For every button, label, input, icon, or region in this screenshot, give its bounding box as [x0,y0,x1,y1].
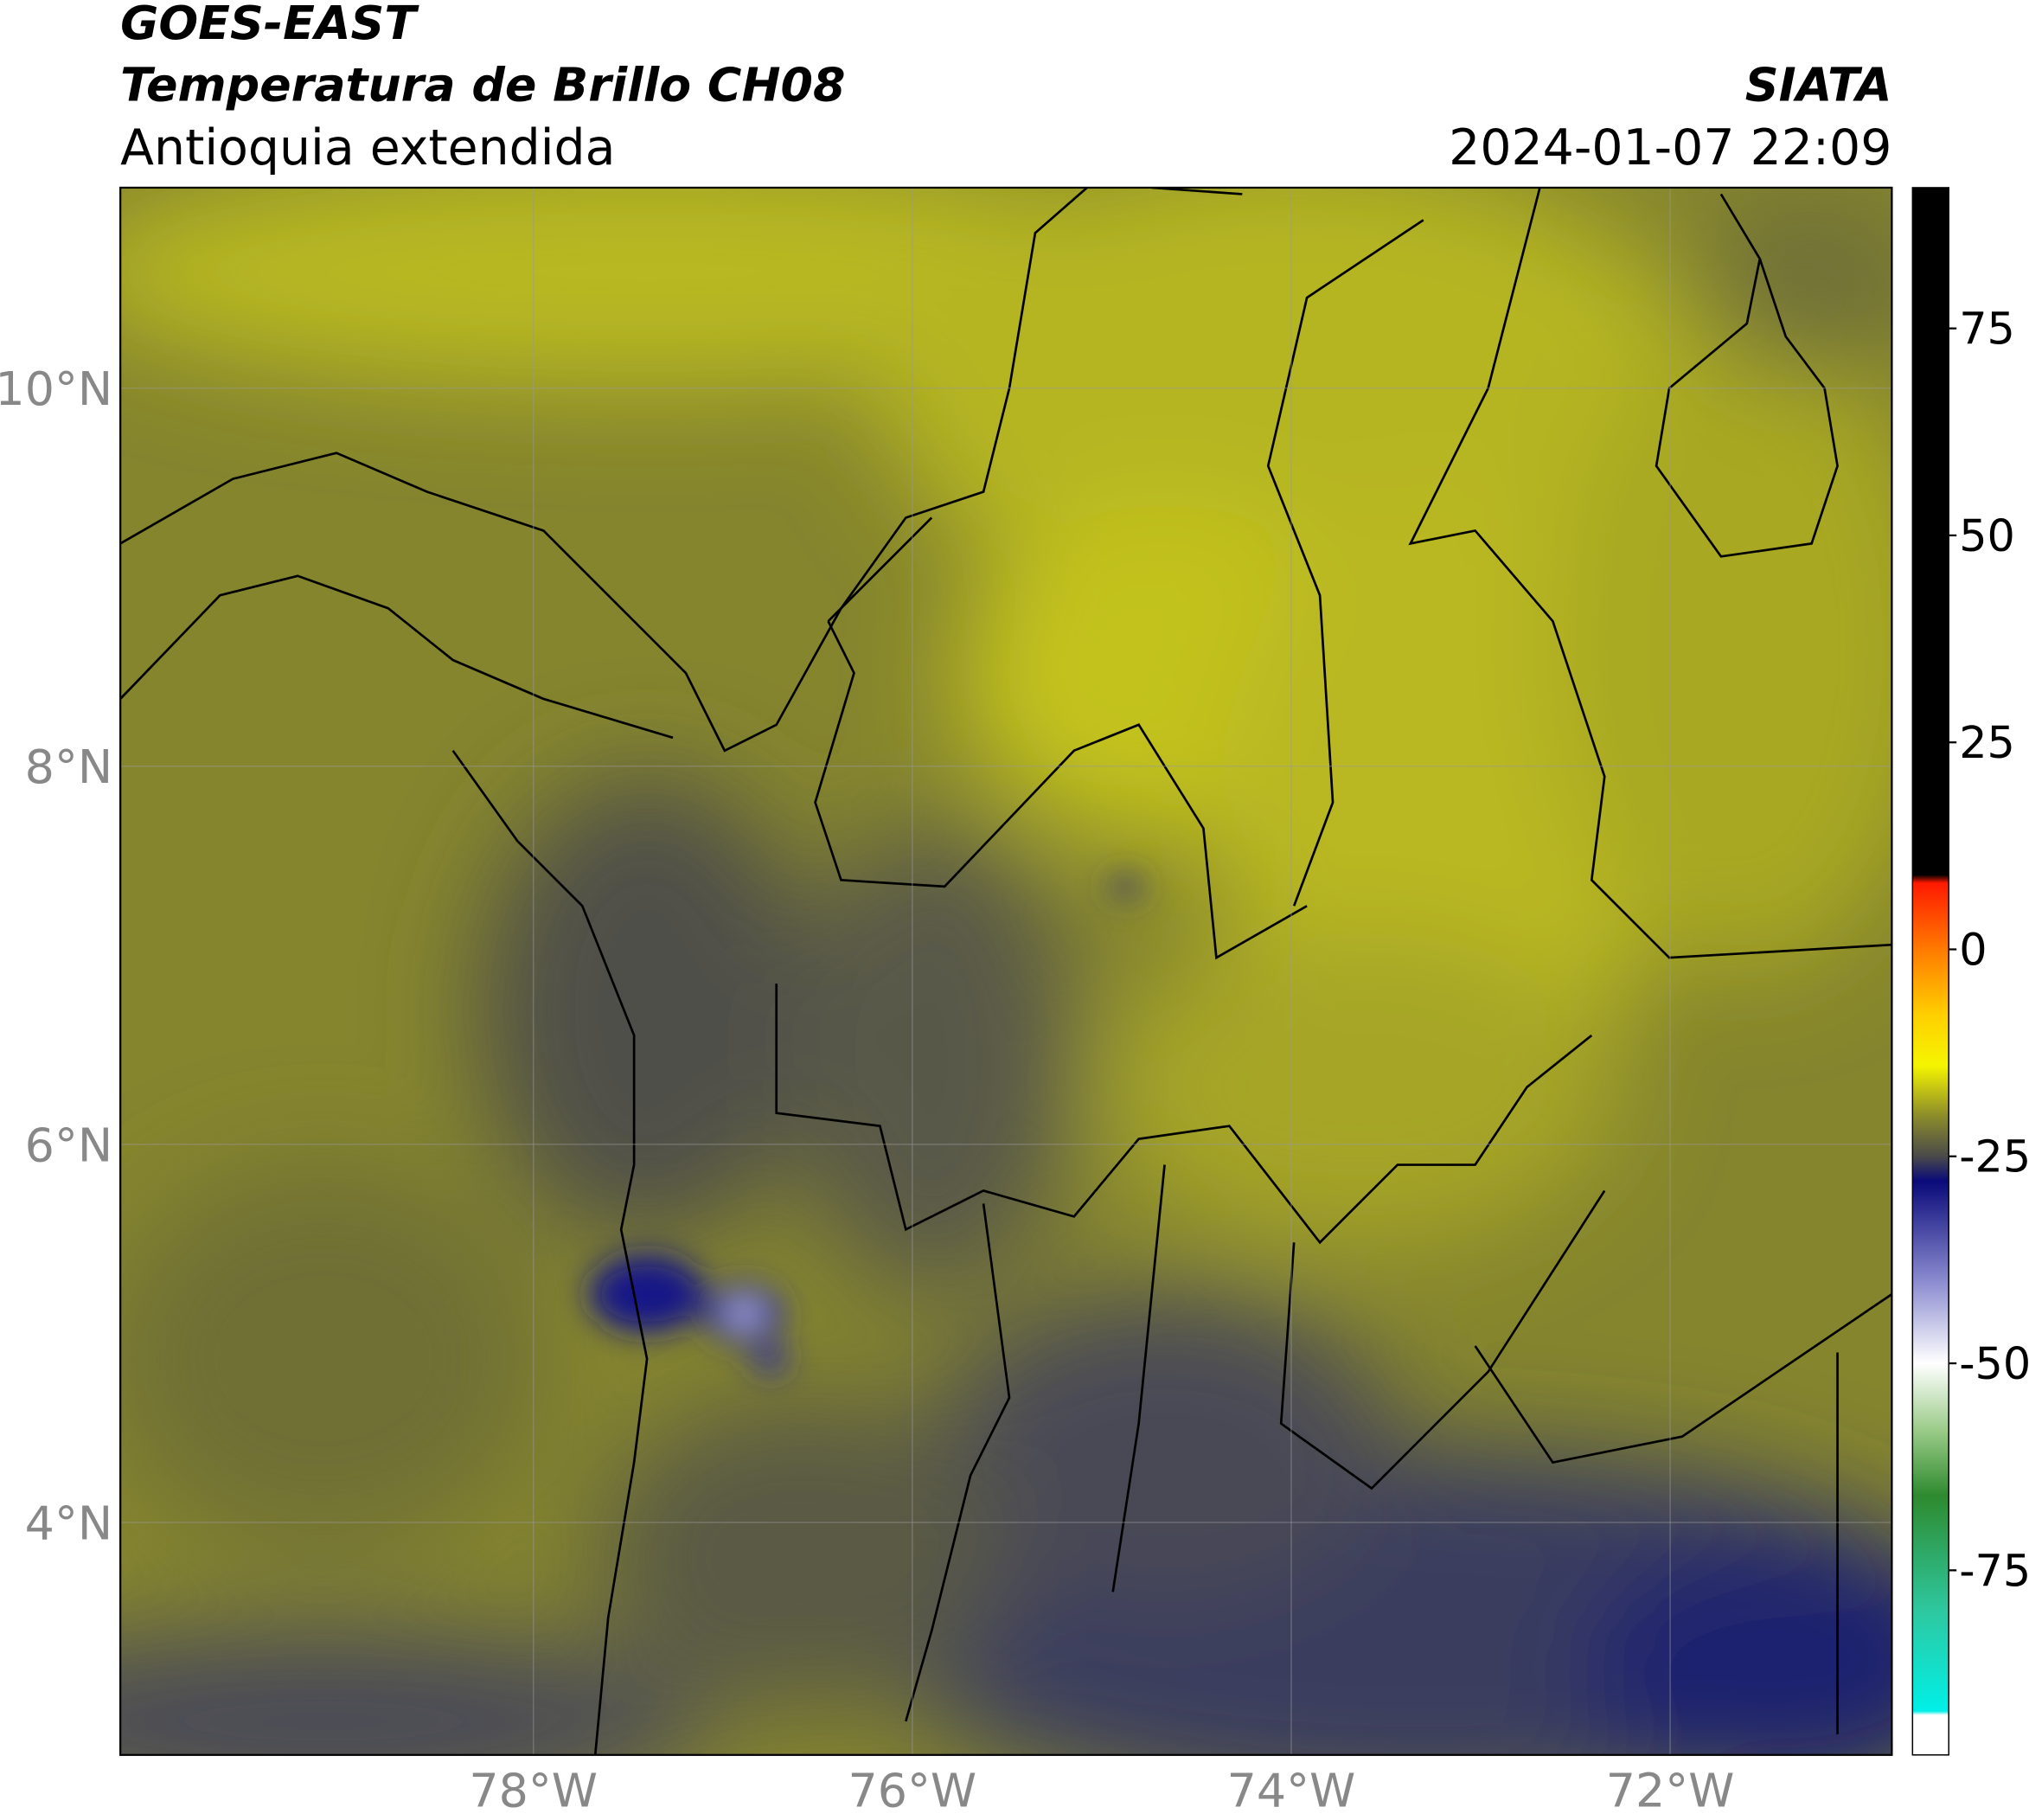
y-tick-label: 8°N [25,740,113,794]
colorbar [1911,187,1949,1756]
colorbar-tick-label: -25 [1959,1131,2029,1182]
source: SIATA [1745,58,1892,112]
x-tick-label: 78°W [469,1764,598,1817]
y-tick-label: 6°N [25,1118,113,1172]
y-tick-label: 4°N [25,1496,113,1550]
colorbar-tick-label: -50 [1959,1338,2029,1389]
colorbar-tick-label: 50 [1959,510,2015,561]
colorbar-tick-label: 0 [1959,924,1987,975]
title: GOES-EAST [120,0,419,50]
graticule [120,187,1892,1755]
colorbar-tick-label: -75 [1959,1545,2029,1596]
y-tick-label: 10°N [0,362,112,416]
x-tick-label: 74°W [1227,1764,1356,1817]
x-tick-label: 76°W [848,1764,976,1817]
subtitle: Temperatura de Brillo CH08 [120,58,845,112]
imagery [120,187,1892,1755]
colorbar-tick-label: 75 [1959,304,2015,355]
datetime: 2024-01-07 22:09 [1449,119,1891,176]
colorbar-tick-label: 25 [1959,717,2015,768]
boundaries [120,187,1892,1755]
x-tick-label: 72°W [1606,1764,1735,1817]
map-frame [119,186,1893,1756]
region: Antioquia extendida [120,119,615,176]
